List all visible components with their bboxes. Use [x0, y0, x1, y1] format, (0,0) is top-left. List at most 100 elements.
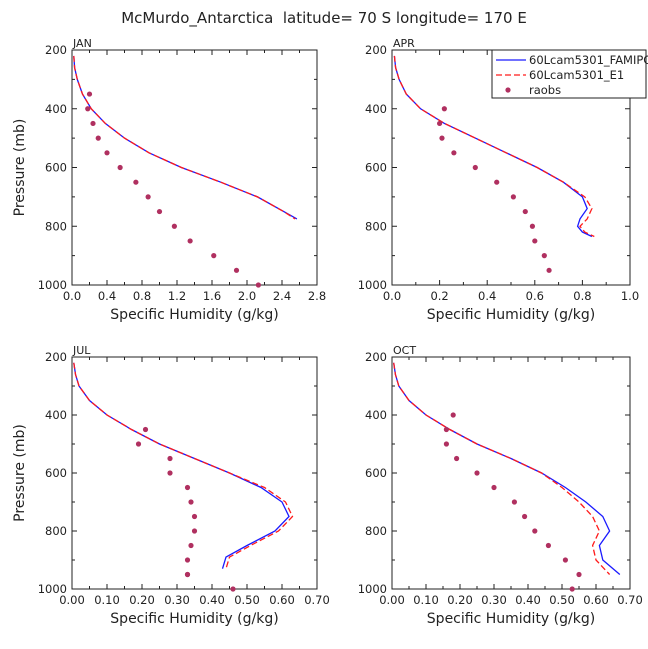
- x-axis-label: Specific Humidity (g/kg): [110, 307, 278, 323]
- raobs-point: [171, 223, 177, 229]
- raobs-point: [184, 571, 191, 578]
- x-tick-label: 0.30: [481, 593, 507, 607]
- x-tick-label: 0.40: [515, 593, 541, 607]
- raobs-point: [576, 571, 582, 578]
- x-tick-label: 2.4: [273, 289, 291, 303]
- panel-oct: OCT 0.00 0.10 0.20 0.30 0.40 0.50 0.60 0.70 200 40…: [358, 344, 643, 627]
- x-tick-label: 1.2: [168, 289, 186, 303]
- panels: JAN 0.0 0.4 0.8 1.2 1.6 2.0 2.4 2.8 200 400 600 800 1…: [12, 37, 643, 627]
- x-tick-label: 0.50: [234, 593, 260, 607]
- raobs-point: [117, 164, 123, 171]
- panel-jan: JAN 0.0 0.4 0.8 1.2 1.6 2.0 2.4 2.8 200 400 600 800 1…: [12, 37, 326, 323]
- raobs-point: [439, 135, 445, 141]
- raobs-point: [450, 412, 456, 418]
- series-line-e1: [73, 362, 294, 569]
- panel-label: JUL: [72, 344, 91, 357]
- raobs-point: [510, 194, 516, 200]
- raobs-point: [133, 179, 139, 185]
- legend-box: [491, 49, 647, 99]
- raobs-point: [135, 441, 142, 447]
- y-tick-label: 400: [45, 408, 67, 422]
- y-tick-label: 800: [365, 524, 387, 538]
- legend-label: 60Lcam5301_E1: [529, 68, 624, 82]
- y-tick-label: 1000: [38, 582, 67, 596]
- raobs-point: [85, 106, 91, 112]
- y-tick-label: 1000: [38, 278, 67, 292]
- raobs-point: [474, 470, 480, 476]
- x-tick-label: 0.6: [526, 289, 544, 303]
- y-tick-label: 200: [45, 43, 67, 57]
- raobs-point: [546, 267, 552, 273]
- x-tick-label: 0.60: [269, 593, 295, 607]
- y-tick-label: 600: [45, 161, 67, 175]
- raobs-point: [184, 484, 191, 491]
- x-tick-label: 0.4: [98, 289, 116, 303]
- raobs-point: [145, 194, 151, 200]
- raobs-point: [443, 426, 449, 433]
- raobs-point: [255, 282, 261, 288]
- raobs-point: [441, 106, 447, 112]
- raobs-point: [95, 135, 101, 141]
- raobs-point: [454, 455, 460, 462]
- x-tick-label: 0.10: [413, 593, 439, 607]
- figure-title: McMurdo_Antarctica latitude= 70 S longit…: [121, 9, 527, 28]
- x-tick-label: 0.0: [63, 289, 81, 303]
- raobs-point: [187, 238, 193, 244]
- x-tick-label: 0.00: [379, 593, 405, 607]
- raobs-point: [191, 513, 198, 520]
- x-tick-label: 0.0: [383, 289, 401, 303]
- x-tick-label: 2.0: [238, 289, 256, 303]
- series-line-famipc5: [73, 362, 290, 569]
- raobs-point: [472, 164, 478, 171]
- raobs-point: [233, 267, 240, 273]
- x-axis-label: Specific Humidity (g/kg): [427, 307, 595, 323]
- y-axis-label: Pressure (mb): [12, 424, 28, 522]
- series-line-e1: [393, 362, 611, 575]
- x-tick-label: 0.60: [583, 593, 609, 607]
- raobs-point: [562, 557, 569, 563]
- x-tick-label: 0.50: [549, 593, 575, 607]
- y-tick-label: 1000: [358, 582, 387, 596]
- raobs-point: [167, 470, 173, 476]
- raobs-point: [545, 542, 552, 549]
- y-tick-label: 600: [365, 161, 387, 175]
- x-axis-label: Specific Humidity (g/kg): [110, 611, 278, 627]
- raobs-point: [529, 223, 536, 229]
- raobs-point: [156, 208, 163, 215]
- x-tick-label: 0.2: [430, 289, 448, 303]
- y-tick-label: 400: [365, 102, 387, 116]
- x-tick-label: 0.00: [59, 593, 85, 607]
- panel-label: OCT: [393, 344, 416, 357]
- series-line-e1: [393, 55, 595, 238]
- raobs-point: [494, 179, 500, 185]
- raobs-point: [188, 542, 194, 549]
- x-tick-label: 0.20: [447, 593, 473, 607]
- raobs-point: [86, 91, 93, 97]
- raobs-point: [184, 557, 191, 563]
- y-axis-label: Pressure (mb): [12, 119, 28, 217]
- raobs-point: [522, 208, 528, 215]
- x-tick-label: 0.4: [478, 289, 496, 303]
- raobs-point: [522, 513, 528, 520]
- raobs-point: [167, 455, 173, 462]
- raobs-point: [90, 120, 96, 127]
- raobs-point: [188, 499, 194, 505]
- y-tick-label: 400: [365, 408, 387, 422]
- raobs-point: [491, 484, 497, 491]
- raobs-point: [511, 499, 517, 505]
- y-tick-label: 600: [365, 466, 387, 480]
- panel-label: APR: [393, 37, 415, 50]
- raobs-point: [191, 528, 198, 534]
- x-tick-label: 0.8: [133, 289, 151, 303]
- y-tick-label: 1000: [358, 278, 387, 292]
- x-tick-label: 0.30: [164, 593, 190, 607]
- series-line-e1: [73, 55, 296, 220]
- x-tick-label: 0.40: [199, 593, 225, 607]
- panel-jul: JUL 0.00 0.10 0.20 0.30 0.40 0.50 0.60 0.70 200 40…: [12, 344, 330, 627]
- raobs-point: [569, 586, 575, 592]
- raobs-point: [142, 426, 149, 433]
- x-tick-label: 1.0: [621, 289, 639, 303]
- raobs-point: [211, 253, 217, 259]
- x-tick-label: 2.8: [308, 289, 326, 303]
- legend-marker: [505, 87, 511, 93]
